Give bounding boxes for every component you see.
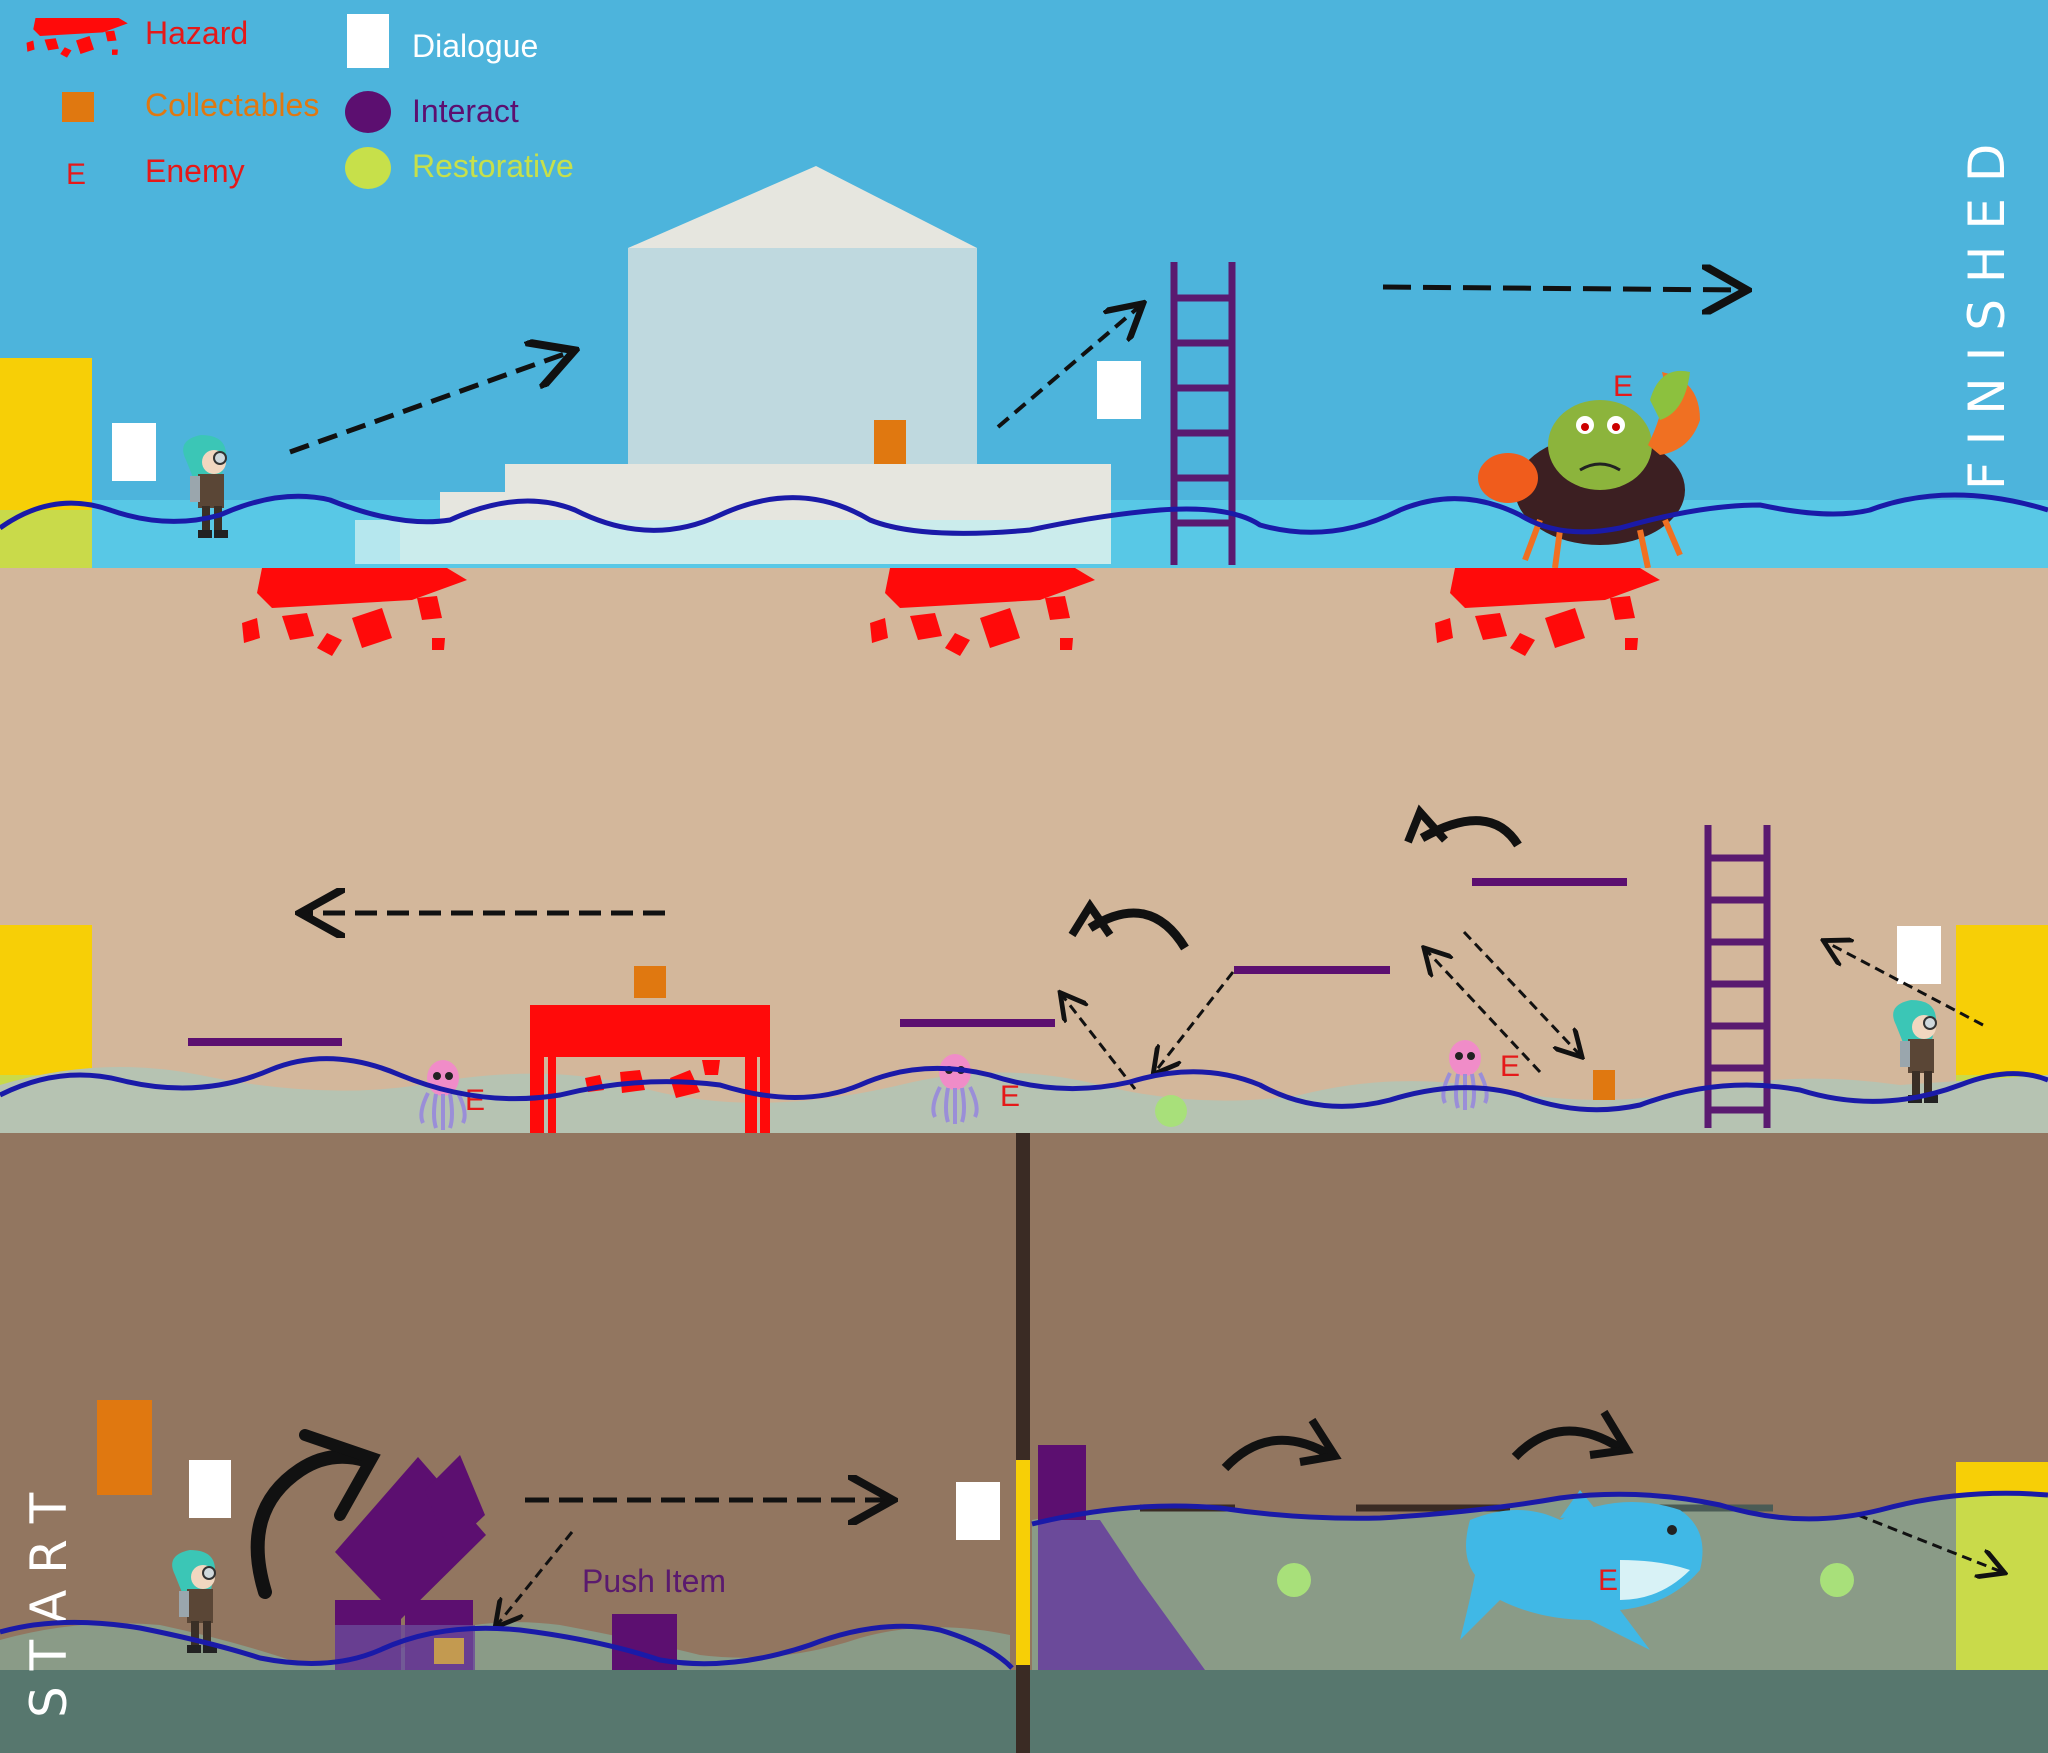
push-item-label: Push Item	[582, 1563, 726, 1599]
path-arrow-mid-1	[1826, 942, 1984, 1027]
water-line-mid	[0, 1056, 2048, 1113]
collectable-table[interactable]	[634, 966, 666, 998]
dialogue-box-divider[interactable]	[956, 1482, 1000, 1540]
divider-door[interactable]	[1016, 1460, 1030, 1665]
mid-water-fill	[0, 1067, 2048, 1133]
temple	[355, 166, 1111, 564]
water-line-bottom-left	[0, 1619, 1014, 1670]
finished-label: F I N I S H E D	[1958, 144, 2016, 490]
path-arrow-2	[996, 306, 1140, 429]
enemy-marker-squid-1: E	[465, 1084, 485, 1117]
jump-arrow-bottom-2	[1511, 1426, 1623, 1461]
collectable-temple[interactable]	[874, 420, 906, 464]
water-line-bottom-right	[1031, 1490, 2048, 1527]
restorative-orb-bottom-1[interactable]	[1277, 1563, 1311, 1597]
interact-block-pile[interactable]	[335, 1455, 486, 1670]
enemy-marker-crab: E	[1613, 370, 1633, 403]
legend-label-restorative: Restorative	[412, 148, 574, 184]
legend-label-enemy: Enemy	[145, 153, 245, 189]
enemy-marker-shark: E	[1598, 1564, 1618, 1597]
path-arrow-mid-2	[1462, 930, 1580, 1055]
door-bottom-right-tint	[1956, 1495, 2048, 1670]
legend-label-dialogue: Dialogue	[412, 28, 538, 64]
jump-arrow-head-2	[1404, 804, 1448, 844]
sand-region	[0, 568, 2048, 1133]
jump-arrow-bottom-1	[1221, 1435, 1333, 1472]
jump-arrow-bottom-1-head	[1299, 1417, 1342, 1466]
path-arrow-mid-3	[1426, 950, 1542, 1074]
crab-enemy	[1478, 370, 1700, 569]
restorative-icon	[345, 147, 391, 189]
path-arrow-exit	[1857, 1513, 2002, 1572]
path-arrow-3	[1382, 287, 1742, 290]
dialogue-box-top-start[interactable]	[112, 423, 156, 481]
dialogue-icon	[347, 14, 389, 68]
dialogue-box-start[interactable]	[189, 1460, 231, 1518]
shark-enemy	[1460, 1490, 1703, 1650]
start-label: S T A R T	[20, 1492, 78, 1718]
collectable-start[interactable]	[97, 1400, 152, 1495]
dialogue-box-mid[interactable]	[1897, 926, 1941, 984]
legend-label-interact: Interact	[412, 93, 519, 129]
jump-arrow-start	[250, 1449, 372, 1599]
legend: Hazard Collectables E Enemy Dialogue Int…	[26, 14, 574, 191]
legend-label-collectables: Collectables	[145, 87, 319, 123]
jump-arrow-start-head	[299, 1429, 381, 1521]
enemy-marker-squid-3: E	[1500, 1050, 1520, 1083]
path-arrow-1	[289, 352, 570, 455]
interact-icon	[345, 91, 391, 133]
enemy-icon: E	[66, 158, 86, 191]
path-arrow-mid-5	[1062, 995, 1137, 1090]
enemy-marker-squid-2: E	[1000, 1080, 1020, 1113]
collectable-mid[interactable]	[1593, 1070, 1615, 1100]
jump-arrow-head-1	[1068, 898, 1114, 938]
restorative-orb-mid[interactable]	[1155, 1095, 1187, 1127]
path-arrow-push	[497, 1531, 574, 1625]
legend-label-hazard: Hazard	[145, 15, 248, 51]
dialogue-box-ladder[interactable]	[1097, 361, 1141, 419]
collectable-hidden[interactable]	[434, 1638, 464, 1664]
ramp-block[interactable]	[1038, 1520, 1205, 1670]
ladder-mid[interactable]	[1704, 825, 1771, 1128]
path-arrow-mid-4	[1155, 971, 1235, 1072]
jump-arrow-bottom-2-head	[1589, 1409, 1634, 1459]
water-line-top	[0, 492, 2048, 536]
restorative-orb-bottom-2[interactable]	[1820, 1563, 1854, 1597]
collectable-icon	[62, 92, 94, 122]
